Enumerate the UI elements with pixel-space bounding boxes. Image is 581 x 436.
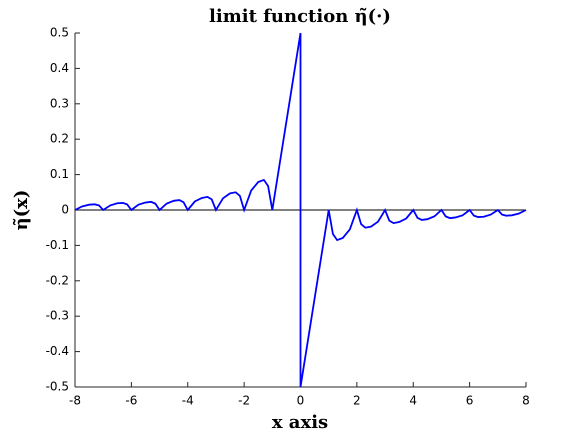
- y-tick-label: 0.2: [50, 132, 69, 146]
- x-tick-label: -8: [69, 394, 81, 408]
- chart-title: limit function η̃(·): [209, 6, 391, 27]
- y-tick-label: -0.3: [46, 309, 69, 323]
- x-tick-label: 4: [409, 394, 417, 408]
- data-line: [74, 32, 527, 388]
- y-tick-label: -0.5: [46, 380, 69, 394]
- x-tick-label: 2: [353, 394, 361, 408]
- y-tick-label: 0.1: [50, 167, 69, 181]
- y-tick-label: 0.3: [50, 96, 69, 110]
- x-tick-label: 0: [297, 394, 305, 408]
- x-tick-label: 8: [522, 394, 530, 408]
- x-axis-label: x axis: [272, 412, 328, 433]
- y-axis-label: η̃(x): [11, 190, 32, 231]
- y-tick-label: -0.2: [46, 273, 69, 287]
- y-tick-label: 0.5: [50, 26, 69, 40]
- x-tick-label: -2: [238, 394, 250, 408]
- x-tick-label: -6: [125, 394, 137, 408]
- x-tick-label: -4: [182, 394, 194, 408]
- y-tick-label: 0.4: [50, 61, 69, 75]
- y-tick-label: -0.1: [46, 238, 69, 252]
- y-tick-label: -0.4: [46, 344, 69, 358]
- x-tick-label: 6: [466, 394, 474, 408]
- y-tick-label: 0: [61, 203, 69, 217]
